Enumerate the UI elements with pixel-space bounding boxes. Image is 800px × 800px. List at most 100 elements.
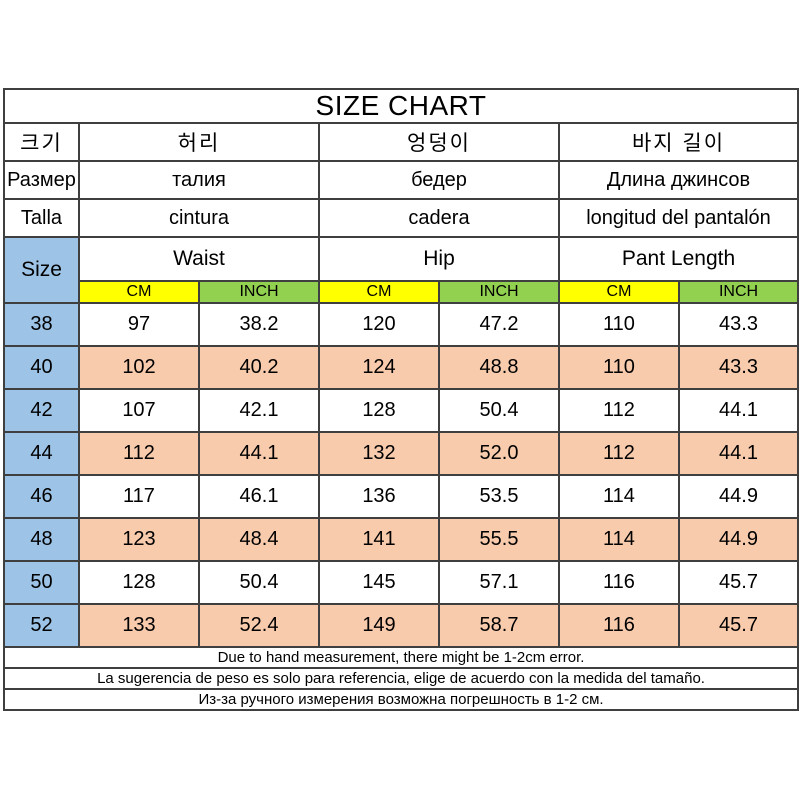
hip-cm-cell: 124 [318,345,440,390]
hip-cm-cell: 132 [318,431,440,476]
note-spanish: La sugerencia de peso es solo para refer… [2,667,800,690]
hip-inch-header: INCH [438,280,560,304]
note-russian: Из-за ручного измерения возможна погрешн… [2,688,800,711]
size-cell: 50 [3,560,80,605]
waist-inch-cell: 50.4 [198,560,320,605]
waist-cm-cell: 102 [78,345,200,390]
size-cell: 40 [3,345,80,390]
header-size-korean: 크기 [3,122,80,162]
table-row-size-38: 38 97 38.2 120 47.2 110 43.3 [3,302,800,347]
waist-inch-cell: 48.4 [198,517,320,562]
waist-cm-cell: 112 [78,431,200,476]
waist-cm-header: CM [78,280,200,304]
hip-cm-cell: 128 [318,388,440,433]
hip-cm-cell: 141 [318,517,440,562]
note-row-spanish: La sugerencia de peso es solo para refer… [2,667,800,690]
hip-inch-cell: 55.5 [438,517,560,562]
hip-cm-header: CM [318,280,440,304]
waist-cm-cell: 117 [78,474,200,519]
note-row-russian: Из-за ручного измерения возможна погрешн… [2,688,800,711]
waist-inch-cell: 46.1 [198,474,320,519]
hip-inch-cell: 58.7 [438,603,560,648]
length-cm-header: CM [558,280,680,304]
header-length-english: Pant Length [557,236,800,282]
units-row: CM INCH CM INCH CM INCH [4,280,800,304]
hip-cm-cell: 145 [318,560,440,605]
length-cm-cell: 112 [558,388,680,433]
waist-inch-cell: 52.4 [198,603,320,648]
length-cm-cell: 110 [558,302,680,347]
waist-cm-cell: 123 [78,517,200,562]
header-size-russian: Размер [3,160,80,200]
header-row-spanish: Talla cintura cadera longitud del pantal… [3,198,800,238]
page-title: SIZE CHART [2,88,800,124]
length-inch-header: INCH [677,280,800,304]
waist-inch-cell: 38.2 [198,302,320,347]
header-length-korean: 바지 길이 [557,122,800,162]
hip-cm-cell: 120 [318,302,440,347]
header-length-spanish: longitud del pantalón [557,198,800,238]
length-inch-cell: 45.7 [677,560,800,605]
length-cm-cell: 114 [558,517,680,562]
length-inch-cell: 44.1 [677,431,800,476]
header-hip-russian: бедер [318,160,560,200]
size-cell: 48 [3,517,80,562]
length-cm-cell: 114 [558,474,680,519]
waist-inch-cell: 42.1 [198,388,320,433]
note-row-english: Due to hand measurement, there might be … [2,646,800,669]
header-row-russian: Размер талия бедер Длина джинсов [3,160,800,200]
hip-inch-cell: 47.2 [438,302,560,347]
hip-inch-cell: 53.5 [438,474,560,519]
header-row-english: Size Waist Hip Pant Length [3,236,800,304]
header-size-spanish: Talla [3,198,80,238]
header-waist-spanish: cintura [78,198,320,238]
table-row-size-44: 44 112 44.1 132 52.0 112 44.1 [3,431,800,476]
hip-inch-cell: 52.0 [438,431,560,476]
header-hip-korean: 엉덩이 [318,122,560,162]
title-row: SIZE CHART [2,88,800,124]
note-english: Due to hand measurement, there might be … [2,646,800,669]
table-row-size-40: 40 102 40.2 124 48.8 110 43.3 [3,345,800,390]
length-inch-cell: 44.1 [677,388,800,433]
waist-cm-cell: 128 [78,560,200,605]
size-cell: 42 [3,388,80,433]
table-row-size-50: 50 128 50.4 145 57.1 116 45.7 [3,560,800,605]
length-inch-cell: 45.7 [677,603,800,648]
header-waist-russian: талия [78,160,320,200]
length-inch-cell: 43.3 [677,302,800,347]
length-inch-cell: 43.3 [677,345,800,390]
size-cell: 52 [3,603,80,648]
table-row-size-46: 46 117 46.1 136 53.5 114 44.9 [3,474,800,519]
table-row-size-42: 42 107 42.1 128 50.4 112 44.1 [3,388,800,433]
hip-cm-cell: 149 [318,603,440,648]
header-hip-spanish: cadera [318,198,560,238]
waist-cm-cell: 107 [78,388,200,433]
size-cell: 38 [3,302,80,347]
length-inch-cell: 44.9 [677,517,800,562]
hip-inch-cell: 57.1 [438,560,560,605]
length-cm-cell: 116 [558,560,680,605]
length-cm-cell: 110 [558,345,680,390]
size-cell: 46 [3,474,80,519]
size-cell: 44 [3,431,80,476]
header-waist-korean: 허리 [78,122,320,162]
waist-inch-cell: 40.2 [198,345,320,390]
length-inch-cell: 44.9 [677,474,800,519]
header-size-english: Size [3,236,80,304]
table-row-size-48: 48 123 48.4 141 55.5 114 44.9 [3,517,800,562]
hip-inch-cell: 50.4 [438,388,560,433]
hip-inch-cell: 48.8 [438,345,560,390]
header-row-korean: 크기 허리 엉덩이 바지 길이 [3,122,800,162]
header-length-russian: Длина джинсов [557,160,800,200]
length-cm-cell: 116 [558,603,680,648]
waist-cm-cell: 133 [78,603,200,648]
hip-cm-cell: 136 [318,474,440,519]
size-chart-table: SIZE CHART 크기 허리 엉덩이 바지 길이 Размер талия … [2,88,800,711]
waist-cm-cell: 97 [78,302,200,347]
length-cm-cell: 112 [558,431,680,476]
header-hip-english: Hip [318,236,560,282]
header-waist-english: Waist [78,236,320,282]
waist-inch-cell: 44.1 [198,431,320,476]
table-row-size-52: 52 133 52.4 149 58.7 116 45.7 [3,603,800,648]
